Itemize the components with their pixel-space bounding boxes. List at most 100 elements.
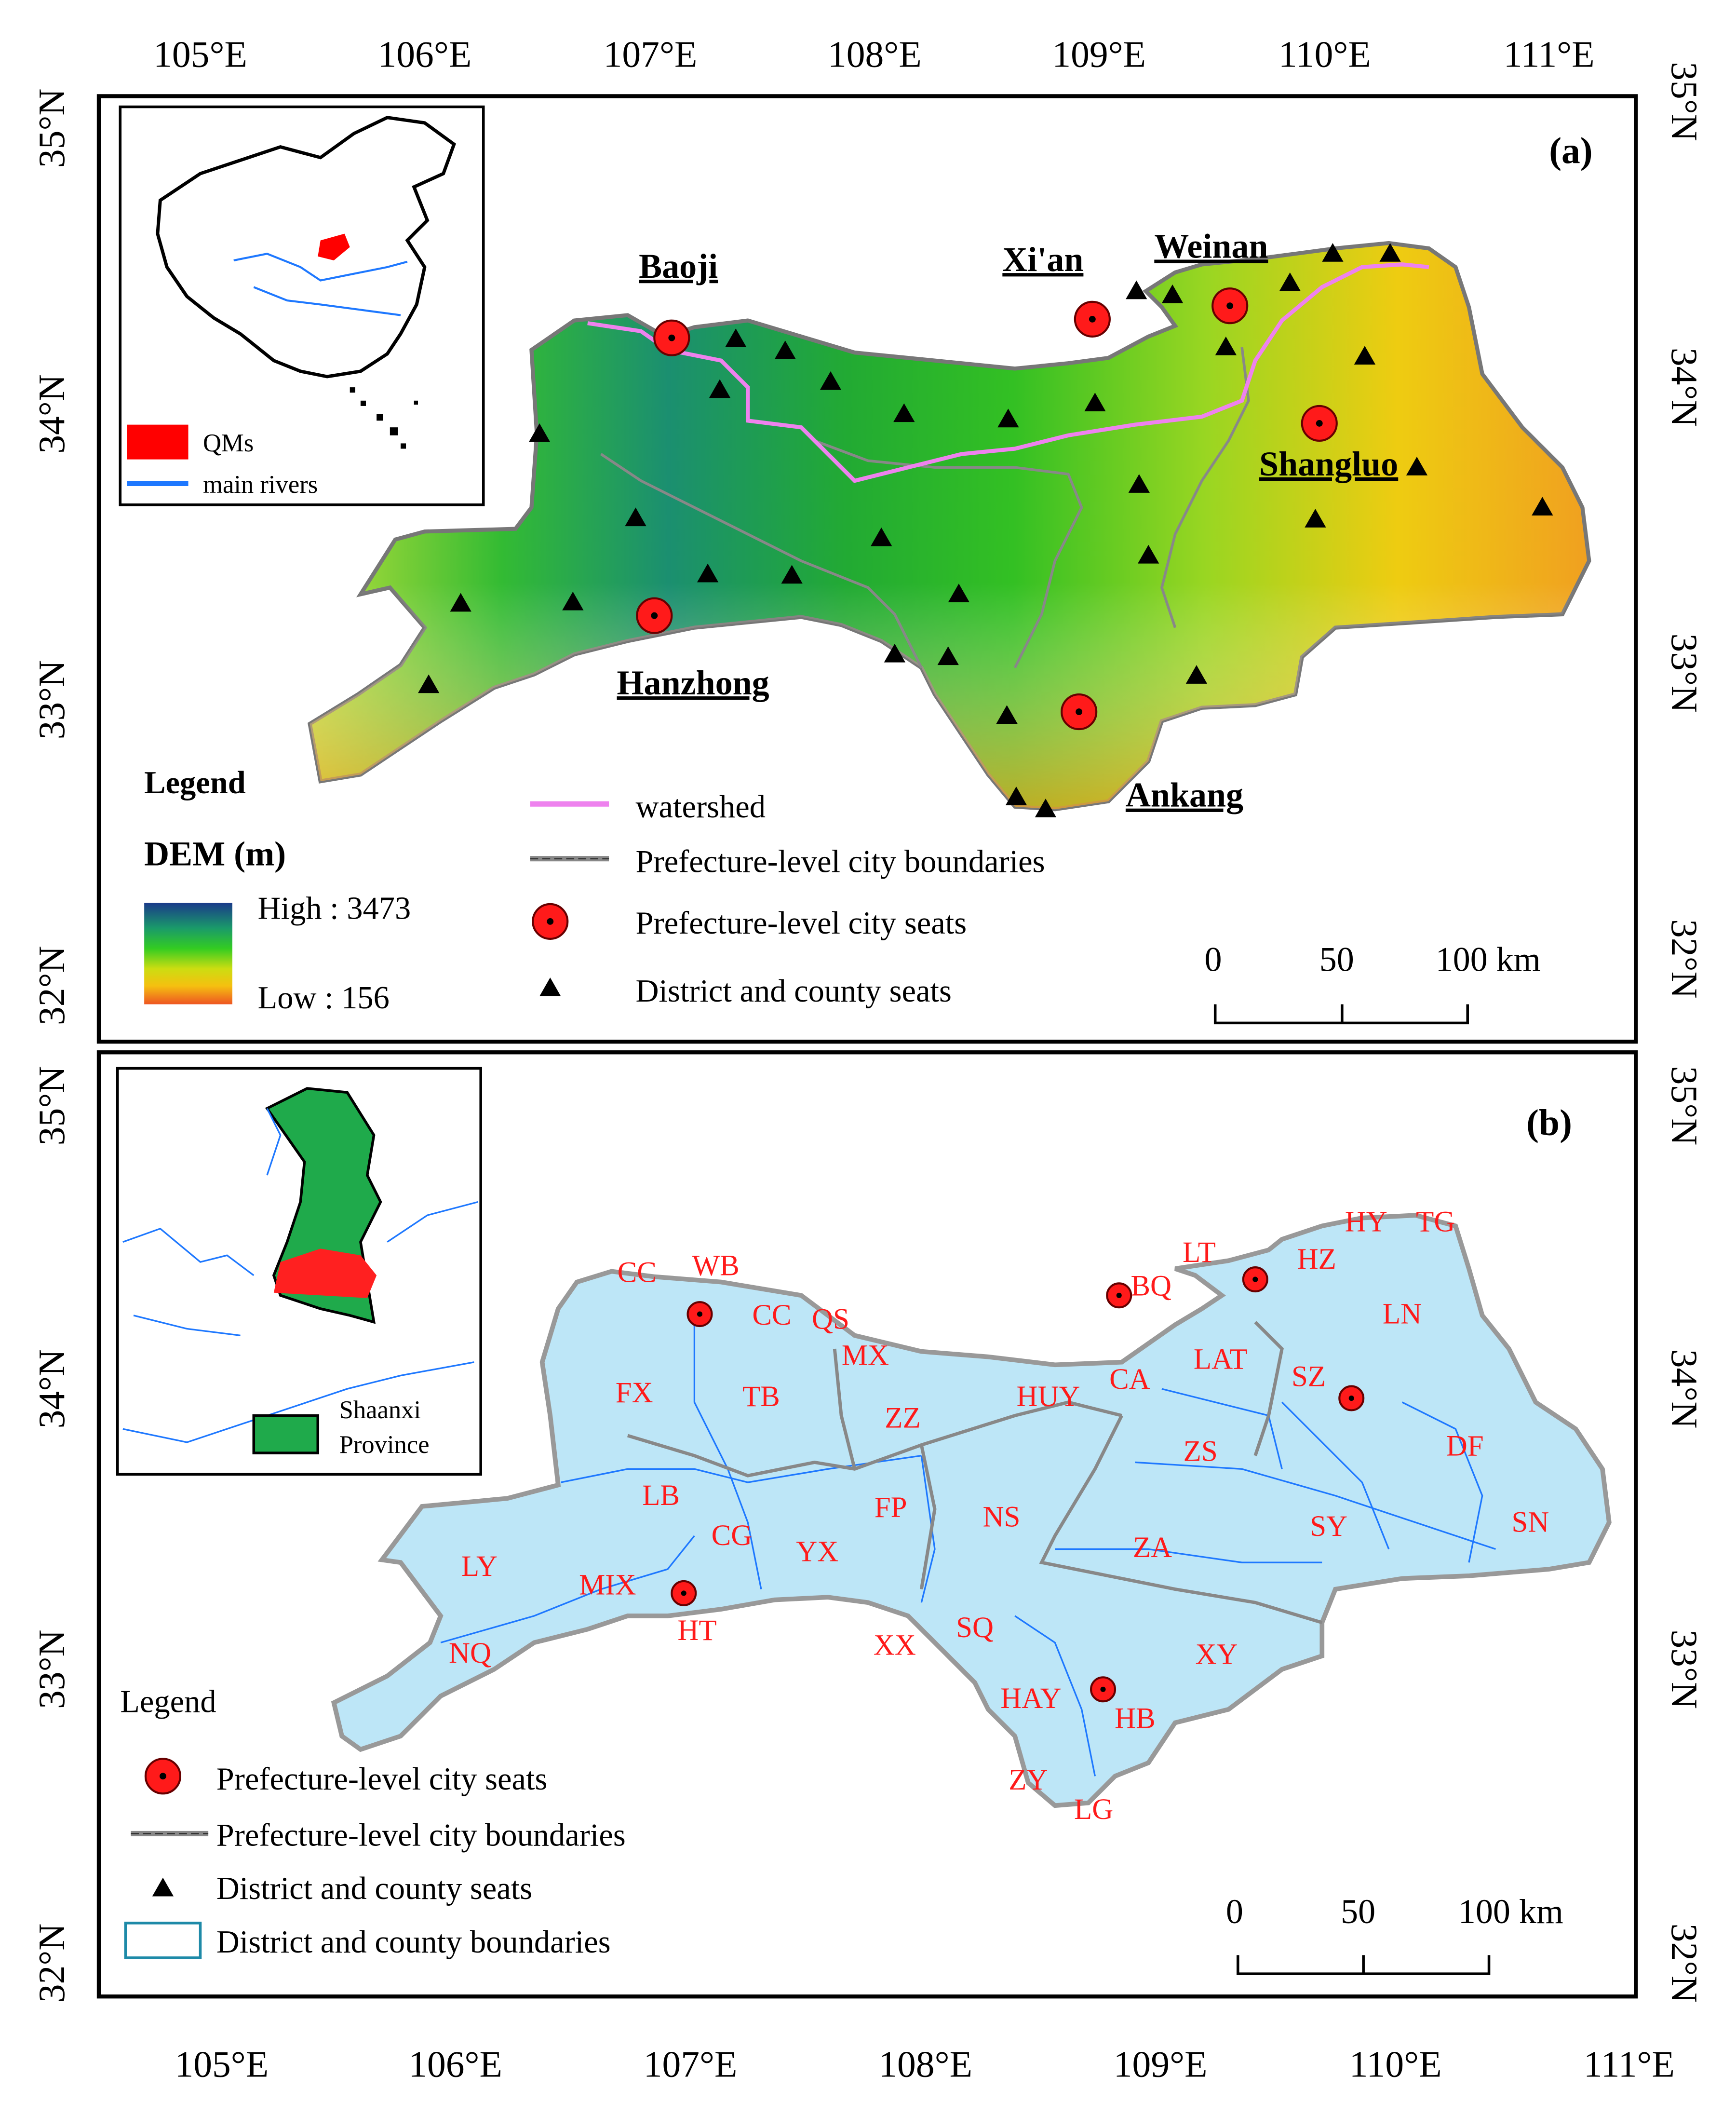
county-label-ns: NS: [983, 1501, 1021, 1533]
watershed-line: [587, 262, 1429, 483]
county-seat-marker: [528, 423, 551, 442]
lat-tick-b-right: 33°N: [1664, 1629, 1705, 1709]
county-label-zz: ZZ: [885, 1402, 920, 1434]
lon-tick-a: 110°E: [1278, 33, 1371, 75]
county-label-nq: NQ: [449, 1637, 491, 1669]
legend-b: Legend Prefecture-level city seats Prefe…: [120, 1684, 625, 1959]
lat-tick-a-right: 35°N: [1664, 62, 1705, 141]
china-inset-map: QMs main rivers: [119, 105, 485, 506]
county-seat-marker: [997, 408, 1019, 428]
lat-tick-b-left: 34°N: [31, 1349, 72, 1429]
county-seat-marker: [1379, 243, 1401, 262]
county-label-bq: BQ: [1130, 1270, 1171, 1302]
panel-a: 105°E 106°E 107°E 108°E 109°E 110°E 111°E 35°N…: [31, 33, 1705, 1044]
dem-low: Low : 156: [258, 980, 390, 1016]
svg-text:100 km: 100 km: [1458, 1892, 1563, 1931]
city-label-ankang: Ankang: [1126, 776, 1243, 814]
svg-text:100 km: 100 km: [1436, 940, 1541, 978]
lat-tick-a-left: 33°N: [31, 660, 72, 740]
panel-b: 105°E 106°E 107°E 108°E 109°E 110°E 111°E 35°N…: [31, 1050, 1705, 2085]
lon-tick-b: 111°E: [1584, 2043, 1675, 2085]
county-seat-marker: [562, 591, 584, 610]
county-label-hy: HY: [1345, 1206, 1387, 1238]
lat-tick-b-left: 33°N: [31, 1629, 72, 1709]
dem-high: High : 3473: [258, 891, 411, 926]
lon-tick-b: 105°E: [175, 2043, 269, 2085]
lat-tick-b-right: 34°N: [1664, 1349, 1705, 1429]
lon-tick-a: 106°E: [377, 33, 471, 75]
city-label-hanzhong: Hanzhong: [617, 664, 769, 702]
county-label-sz: SZ: [1292, 1361, 1326, 1393]
lat-tick-a-right: 34°N: [1664, 348, 1705, 427]
county-label-cc: CC: [618, 1257, 657, 1289]
svg-text:50: 50: [1319, 940, 1354, 978]
legend-a-title: Legend: [144, 765, 246, 800]
latitude-labels: 35°N 35°N 34°N 34°N 33°N 33°N 32°N 32°N: [31, 62, 1705, 1025]
county-seat-marker: [820, 371, 842, 390]
county-seat-marker: [1305, 509, 1326, 528]
svg-text:0: 0: [1205, 940, 1222, 978]
lat-tick-b-right: 35°N: [1664, 1066, 1705, 1146]
dem-title: DEM (m): [144, 835, 286, 873]
inset-qms-label: QMs: [203, 429, 254, 457]
lat-tick-a-right: 32°N: [1664, 919, 1705, 999]
dem-study-area: [308, 241, 1591, 812]
lat-tick-a-left: 32°N: [31, 946, 72, 1026]
county-seat-marker: [1005, 787, 1027, 805]
county-label-xy: XY: [1195, 1639, 1238, 1671]
county-label-cg: CG: [712, 1519, 753, 1552]
county-seat-marker: [418, 674, 440, 693]
county-label-sq: SQ: [956, 1612, 994, 1644]
svg-text:50: 50: [1341, 1892, 1375, 1931]
county-seat-marker: [774, 340, 796, 359]
scale-bar-a: 0 50 100 km: [1205, 940, 1541, 1025]
county-label-cc: CC: [752, 1299, 791, 1331]
county-seat-marker: [1532, 497, 1553, 515]
legend-b-city-seats: Prefecture-level city seats: [216, 1762, 548, 1797]
lon-tick-b: 109°E: [1114, 2043, 1208, 2085]
lon-tick-a: 105°E: [153, 33, 247, 75]
legend-a: Legend DEM (m) High : 3473 Low : 156 wat…: [144, 765, 1045, 1016]
county-seat-marker: [1138, 544, 1159, 564]
scale-bar-b: 0 50 100 km: [1226, 1892, 1563, 1975]
lon-tick-a: 109°E: [1052, 33, 1146, 75]
county-label-mix: MIX: [579, 1569, 636, 1601]
lat-tick-a-left: 35°N: [31, 89, 72, 168]
county-label-fx: FX: [616, 1377, 653, 1409]
lat-tick-a-left: 34°N: [31, 374, 72, 454]
county-label-za: ZA: [1133, 1532, 1172, 1564]
city-label-weinan: Weinan: [1154, 227, 1268, 265]
county-label-ln: LN: [1383, 1298, 1422, 1330]
county-seat-marker: [625, 507, 646, 527]
county-label-lt: LT: [1183, 1236, 1216, 1269]
county-seat-marker: [1035, 799, 1057, 817]
legend-b-county-seats: District and county seats: [216, 1871, 532, 1906]
city-label-xian: Xi'an: [1002, 240, 1083, 279]
county-seat-marker: [450, 593, 471, 612]
county-seat-marker: [709, 379, 731, 398]
county-label-lat: LAT: [1194, 1343, 1248, 1376]
county-label-xx: XX: [874, 1629, 916, 1661]
dem-color-ramp: [144, 903, 232, 1004]
county-seat-marker: [1322, 243, 1344, 262]
county-seat-marker: [937, 646, 959, 665]
panel-a-label: (a): [1549, 130, 1592, 171]
county-seat-marker: [1279, 272, 1301, 291]
county-seat-marker: [996, 705, 1018, 724]
city-label-baoji: Baoji: [639, 247, 718, 285]
county-seat-marker: [893, 403, 915, 422]
city-label-shangluo: Shangluo: [1259, 445, 1398, 483]
county-label-ly: LY: [461, 1550, 498, 1583]
county-label-ca: CA: [1109, 1363, 1150, 1396]
county-seat-marker: [1128, 474, 1150, 493]
county-seat-markers: [418, 243, 1553, 817]
inset-province: Province: [339, 1431, 430, 1459]
lon-tick-b: 107°E: [644, 2043, 738, 2085]
county-label-fp: FP: [875, 1492, 907, 1524]
county-label-huy: HUY: [1016, 1381, 1080, 1413]
svg-text:0: 0: [1226, 1892, 1243, 1931]
county-label-lb: LB: [642, 1479, 680, 1512]
lon-tick-b: 108°E: [878, 2043, 972, 2085]
county-map: [331, 1213, 1612, 1808]
